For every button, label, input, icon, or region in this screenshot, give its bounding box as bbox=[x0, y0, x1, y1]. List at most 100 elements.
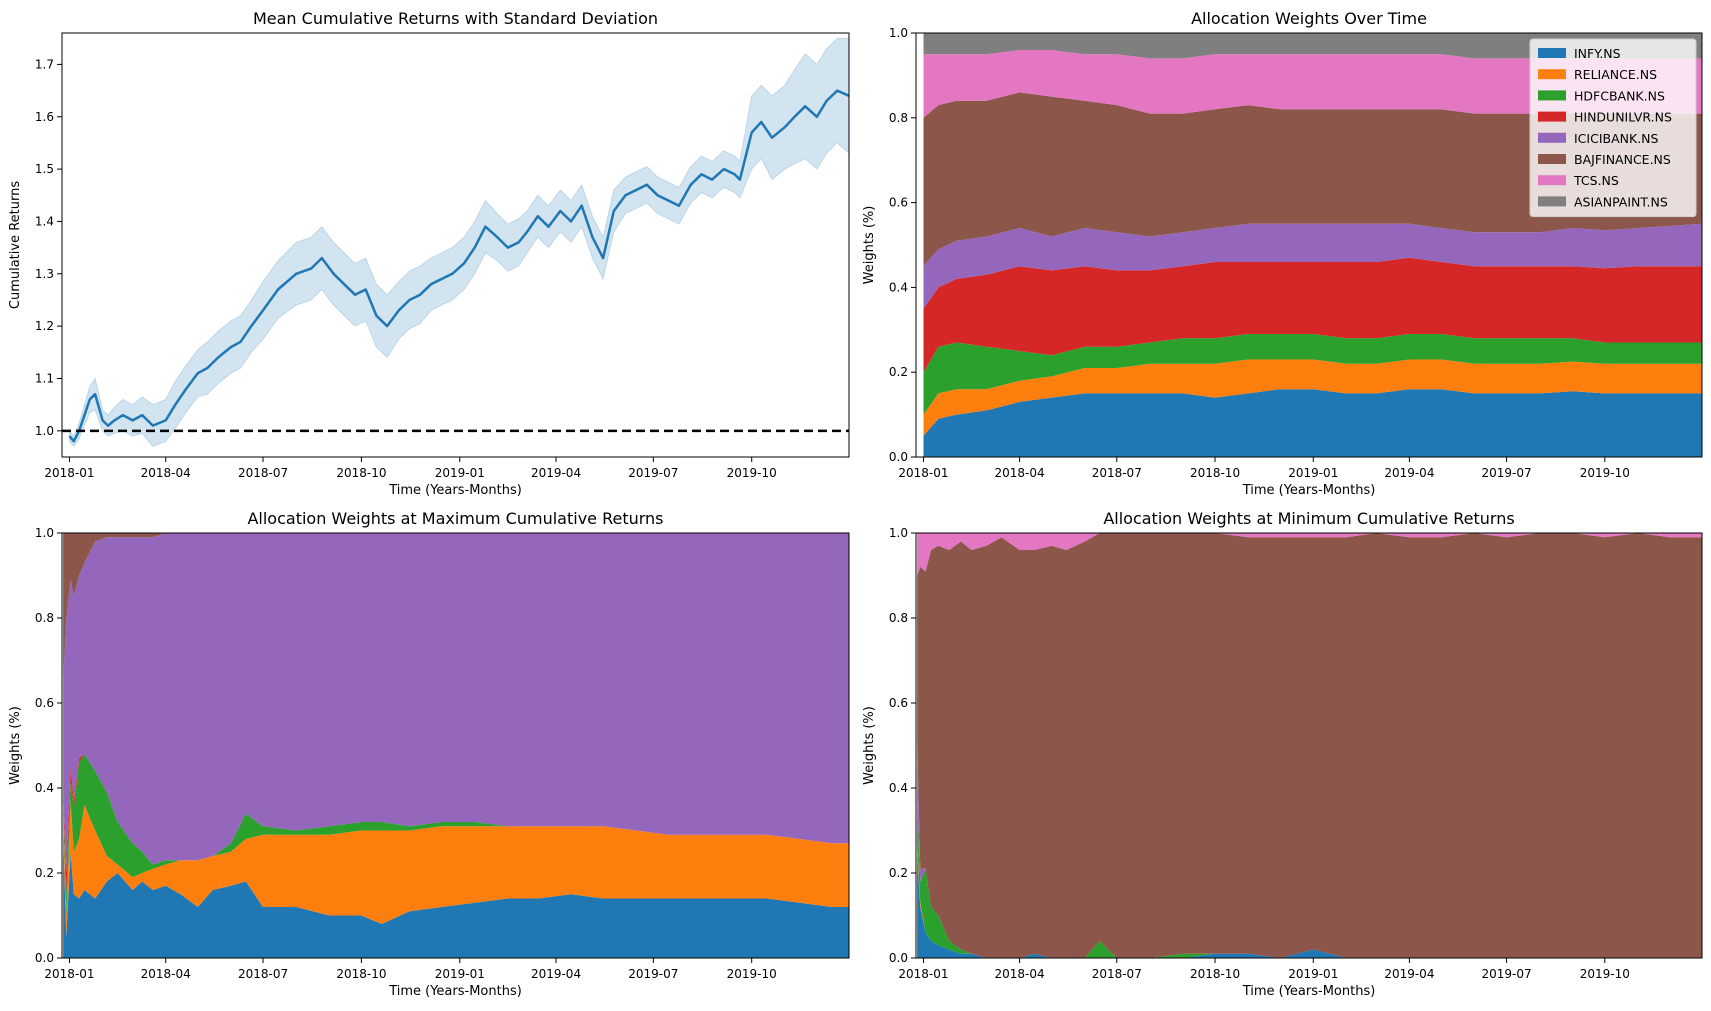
legend-swatch bbox=[1538, 132, 1566, 143]
axes-frame bbox=[61, 532, 850, 959]
y-tick-label: 0.2 bbox=[889, 365, 908, 379]
x-tick-label: 2018-07 bbox=[238, 967, 288, 981]
y-tick-label: 0.0 bbox=[889, 450, 908, 464]
axes-frame bbox=[915, 32, 1703, 458]
area-hdfcbank-ns bbox=[923, 334, 1702, 415]
area-reliance-ns bbox=[63, 800, 849, 937]
x-tick-label: 2018-01 bbox=[898, 466, 948, 480]
y-axis-label: Weights (%) bbox=[8, 706, 23, 785]
y-tick-label: 1.5 bbox=[35, 162, 54, 176]
y-tick-label: 1.1 bbox=[35, 371, 54, 385]
legend-label: ICICIBANK.NS bbox=[1574, 131, 1659, 146]
y-tick-label: 0.2 bbox=[889, 866, 908, 880]
legend-label: INFY.NS bbox=[1574, 46, 1621, 61]
x-tick-label: 2018-01 bbox=[898, 967, 948, 981]
x-tick-label: 2019-07 bbox=[628, 967, 678, 981]
area-icicibank-ns bbox=[63, 533, 849, 873]
x-tick-label: 2018-07 bbox=[1092, 967, 1142, 981]
y-tick-label: 1.4 bbox=[35, 214, 54, 228]
area-tcs-ns bbox=[923, 50, 1702, 118]
chart-title: Allocation Weights at Maximum Cumulative… bbox=[247, 509, 663, 528]
y-tick-label: 1.0 bbox=[35, 424, 54, 438]
area-infy-ns bbox=[923, 389, 1702, 457]
x-tick-label: 2019-01 bbox=[1288, 466, 1338, 480]
y-axis-label: Weights (%) bbox=[862, 206, 877, 285]
y-tick-label: 0.8 bbox=[889, 611, 908, 625]
x-tick-label: 2018-10 bbox=[336, 466, 386, 480]
x-tick-label: 2018-10 bbox=[1190, 967, 1240, 981]
x-tick-label: 2018-10 bbox=[336, 967, 386, 981]
x-tick-label: 2019-07 bbox=[1481, 466, 1531, 480]
y-tick-label: 0.0 bbox=[889, 951, 908, 965]
y-tick-label: 1.6 bbox=[35, 110, 54, 124]
chart-panel-max: 2018-01 2018-04 2018-07 2018-10 2019-01 2019-… bbox=[8, 509, 850, 999]
x-tick-label: 2018-10 bbox=[1190, 466, 1240, 480]
x-tick-label: 2019-01 bbox=[1288, 967, 1338, 981]
x-tick-label: 2019-10 bbox=[1580, 967, 1630, 981]
legend-label: HINDUNILVR.NS bbox=[1574, 110, 1672, 125]
legend-swatch bbox=[1538, 48, 1566, 58]
legend-swatch bbox=[1538, 196, 1566, 207]
x-axis-label: Time (Years-Months) bbox=[1242, 984, 1376, 999]
x-tick-label: 2019-10 bbox=[727, 967, 777, 981]
x-tick-label: 2019-04 bbox=[531, 466, 581, 480]
x-tick-label: 2019-07 bbox=[628, 466, 678, 480]
plot-area bbox=[917, 533, 1702, 958]
y-tick-label: 0.6 bbox=[889, 696, 908, 710]
x-tick-label: 2018-01 bbox=[44, 967, 94, 981]
x-tick-label: 2019-04 bbox=[531, 967, 581, 981]
x-axis-label: Time (Years-Months) bbox=[1242, 483, 1376, 498]
y-tick-label: 0.6 bbox=[35, 696, 54, 710]
std-band bbox=[69, 37, 849, 448]
chart-title: Allocation Weights Over Time bbox=[1191, 9, 1427, 28]
y-axis-label: Cumulative Returns bbox=[8, 181, 23, 309]
area-bajfinance-ns bbox=[923, 92, 1702, 267]
legend-label: BAJFINANCE.NS bbox=[1574, 152, 1671, 167]
legend-label: TCS.NS bbox=[1573, 173, 1619, 188]
area-asianpaint-ns bbox=[923, 33, 1702, 59]
area-hindunilvr-ns bbox=[923, 257, 1702, 373]
x-tick-label: 2018-04 bbox=[141, 466, 191, 480]
x-tick-label: 2019-10 bbox=[1580, 466, 1630, 480]
y-tick-label: 1.7 bbox=[35, 57, 54, 71]
chart-title: Allocation Weights at Minimum Cumulative… bbox=[1103, 509, 1514, 528]
axes-frame bbox=[61, 32, 850, 458]
x-axis-label: Time (Years-Months) bbox=[388, 984, 522, 999]
x-tick-label: 2018-01 bbox=[44, 466, 94, 480]
x-tick-label: 2018-07 bbox=[238, 466, 288, 480]
area-infy-ns bbox=[63, 830, 849, 958]
x-tick-label: 2019-07 bbox=[1481, 967, 1531, 981]
chart-panel-mean: 2018-01 2018-04 2018-07 2018-10 2019-01 2019-… bbox=[8, 9, 850, 498]
x-tick-label: 2019-04 bbox=[1384, 967, 1434, 981]
plot-area bbox=[923, 33, 1702, 457]
legend: INFY.NS RELIANCE.NS HDFCBANK.NS HINDUNILVR.… bbox=[1529, 38, 1697, 218]
y-tick-label: 0.8 bbox=[889, 111, 908, 125]
legend-swatch bbox=[1538, 154, 1566, 164]
plot-area bbox=[63, 533, 849, 958]
legend-swatch bbox=[1538, 90, 1566, 101]
x-tick-label: 2019-04 bbox=[1384, 466, 1434, 480]
area-reliance-ns bbox=[923, 359, 1702, 436]
area-tcs-ns bbox=[917, 533, 1702, 576]
legend-label: HDFCBANK.NS bbox=[1574, 88, 1665, 103]
y-tick-label: 0.0 bbox=[35, 951, 54, 965]
chart-panel-min: 2018-01 2018-04 2018-07 2018-10 2019-01 2019-… bbox=[862, 509, 1703, 999]
axes-frame bbox=[915, 532, 1703, 959]
area-icicibank-ns bbox=[923, 223, 1702, 309]
y-tick-label: 1.0 bbox=[889, 26, 908, 40]
y-tick-label: 0.4 bbox=[889, 280, 908, 294]
legend-label: RELIANCE.NS bbox=[1574, 67, 1657, 82]
y-tick-label: 0.4 bbox=[35, 781, 54, 795]
legend-swatch bbox=[1538, 69, 1566, 80]
y-axis-label: Weights (%) bbox=[862, 706, 877, 785]
x-tick-label: 2019-01 bbox=[435, 967, 485, 981]
y-tick-label: 0.2 bbox=[35, 866, 54, 880]
y-tick-label: 1.3 bbox=[35, 267, 54, 281]
chart-title: Mean Cumulative Returns with Standard De… bbox=[253, 9, 658, 28]
plot-area bbox=[62, 37, 849, 448]
legend-swatch bbox=[1538, 175, 1566, 186]
y-tick-label: 0.8 bbox=[35, 611, 54, 625]
y-tick-label: 1.2 bbox=[35, 319, 54, 333]
area-bajfinance-ns bbox=[917, 533, 1702, 958]
